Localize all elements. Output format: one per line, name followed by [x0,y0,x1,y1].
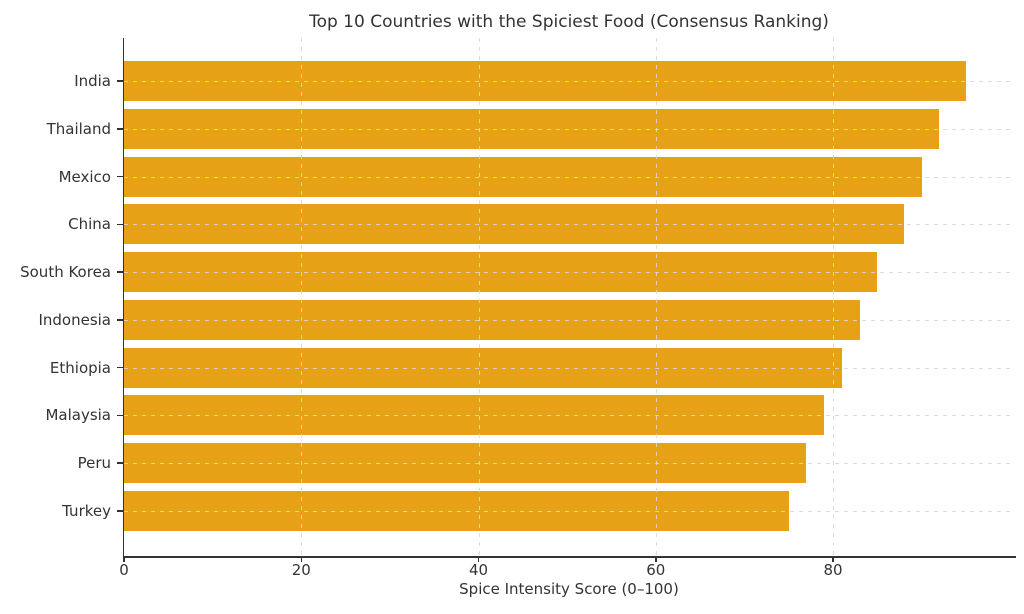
x-axis-spine [122,556,1016,558]
gridline-h [124,176,1014,178]
x-tick-mark [300,557,302,562]
gridline-h [124,463,1014,465]
gridline-h [124,224,1014,226]
chart-title: Top 10 Countries with the Spiciest Food … [309,12,829,32]
y-tick-mark [117,319,123,321]
y-tick-mark [117,414,123,417]
y-tick-mark [117,223,123,226]
gridline-h [124,272,1014,274]
x-tick-label: 80 [823,561,843,579]
gridline-h [124,367,1014,369]
y-tick-label: Thailand [46,119,111,138]
y-tick-label: India [74,72,111,90]
y-tick-mark [117,80,123,82]
x-tick-mark [123,557,125,562]
x-tick-label: 0 [119,561,129,579]
gridline-v [833,38,834,556]
y-tick-label: Ethiopia [49,358,111,377]
x-tick-label: 60 [646,561,666,579]
y-tick-label: South Korea [20,263,111,282]
y-tick-mark [117,462,123,464]
y-axis-spine [122,38,124,558]
y-tick-label: Mexico [58,167,111,186]
x-tick-mark [655,557,657,562]
y-tick-label: Peru [77,454,111,473]
x-tick-mark [832,557,834,562]
y-tick-mark [117,366,123,369]
x-tick-label: 20 [291,561,311,579]
gridline-v [301,38,303,556]
y-tick-label: Indonesia [38,310,111,329]
y-tick-mark [117,510,123,512]
y-tick-mark [117,175,123,178]
gridline-h [124,511,1014,513]
x-tick-mark [477,557,480,562]
y-tick-label: Malaysia [45,406,111,425]
gridline-h [124,81,1014,82]
gridline-v [478,38,480,556]
x-axis-label: Spice Intensity Score (0–100) [459,580,679,598]
y-tick-label: China [68,215,111,234]
gridline-h [124,415,1014,417]
plot-area [124,38,1014,556]
gridline-h [124,319,1014,321]
x-tick-label: 40 [468,561,489,579]
y-tick-label: Turkey [62,502,111,521]
y-tick-mark [117,128,123,130]
gridline-h [124,128,1014,130]
gridline-v [655,38,657,556]
y-tick-mark [117,271,123,273]
